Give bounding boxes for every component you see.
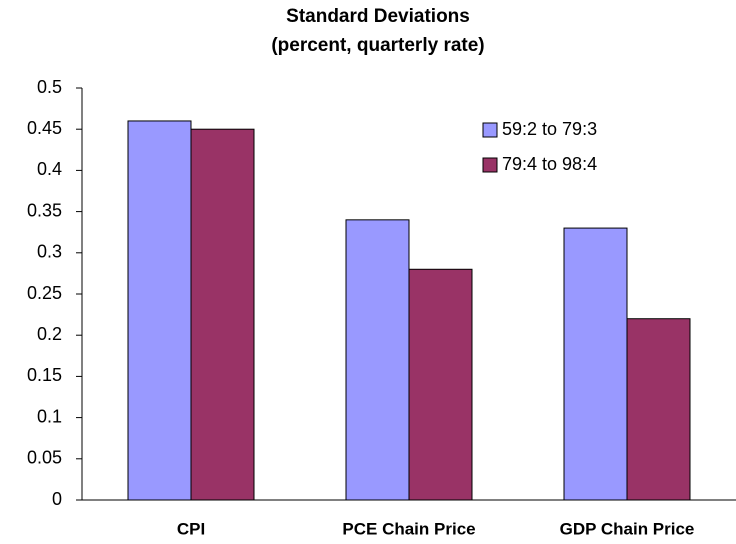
chart-title: Standard Deviations <box>286 6 470 27</box>
y-tick-label: 0.3 <box>37 242 62 262</box>
x-tick-label: PCE Chain Price <box>342 519 475 538</box>
y-tick-label: 0.05 <box>27 448 62 468</box>
bar <box>345 219 410 501</box>
y-tick-label: 0.25 <box>27 283 62 303</box>
y-tick-label: 0.45 <box>27 118 62 138</box>
x-tick-label: GDP Chain Price <box>560 519 695 538</box>
y-tick-label: 0.5 <box>37 77 62 97</box>
y-tick-label: 0.35 <box>27 200 62 220</box>
bar <box>408 268 473 501</box>
bar <box>190 128 255 501</box>
y-tick-label: 0.15 <box>27 365 62 385</box>
y-tick-label: 0.2 <box>37 324 62 344</box>
y-tick-label: 0.1 <box>37 406 62 426</box>
x-tick-label: CPI <box>177 519 205 538</box>
chart-subtitle: (percent, quarterly rate) <box>271 35 484 56</box>
bar <box>563 227 628 501</box>
legend-swatch <box>482 122 498 138</box>
y-tick-label: 0.4 <box>37 159 62 179</box>
legend-label: 79:4 to 98:4 <box>502 154 597 174</box>
legend-label: 59:2 to 79:3 <box>502 119 597 139</box>
bar <box>127 120 192 501</box>
legend-swatch <box>482 157 498 173</box>
bar <box>626 318 691 501</box>
y-tick-label: 0 <box>52 489 62 509</box>
